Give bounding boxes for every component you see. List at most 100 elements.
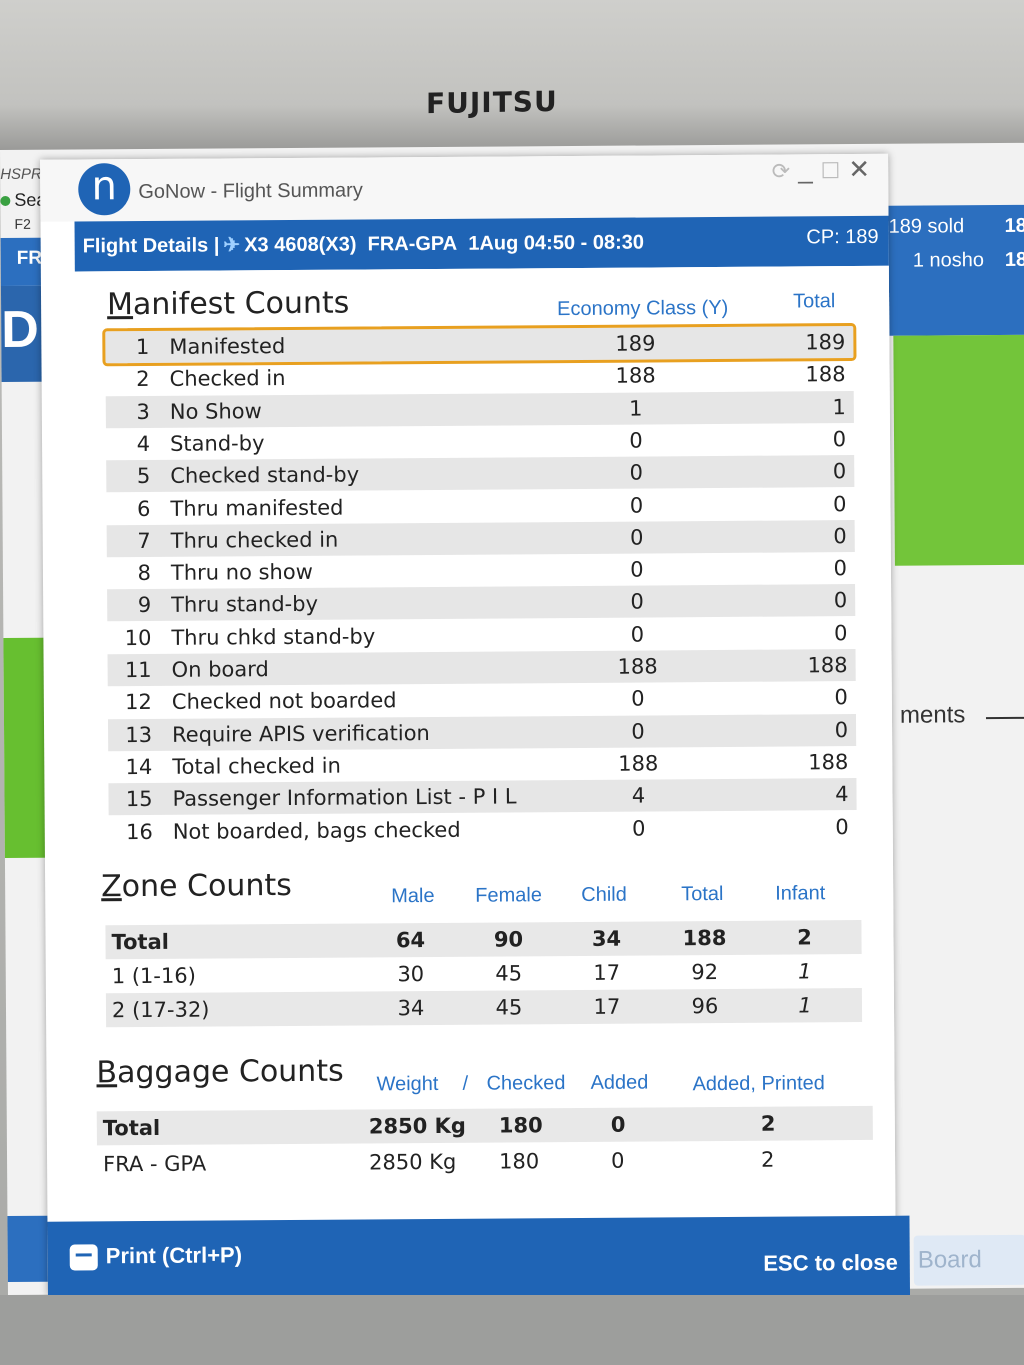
zone-child: 34 bbox=[591, 926, 622, 951]
row-label: Require APIS verification bbox=[172, 720, 430, 747]
manifest-row[interactable]: 7 Thru checked in 0 0 bbox=[106, 519, 855, 558]
row-number: 15 bbox=[125, 787, 153, 812]
col-separator: / bbox=[462, 1072, 469, 1095]
row-number: 9 bbox=[137, 593, 152, 618]
total-count: 0 bbox=[832, 459, 847, 484]
total-count: 0 bbox=[834, 717, 849, 742]
refresh-icon[interactable]: ⟳ bbox=[771, 158, 799, 184]
row-label: Total checked in bbox=[172, 753, 341, 779]
flight-details-label: Flight Details | bbox=[82, 234, 220, 258]
manifest-title: Manifest Counts bbox=[106, 285, 350, 323]
manifest-row[interactable]: 4 Stand-by 0 0 bbox=[106, 423, 854, 460]
close-icon[interactable]: ✕ bbox=[848, 153, 879, 185]
row-label: Thru no show bbox=[170, 559, 313, 585]
bg-sold-count-right: 18 bbox=[1004, 214, 1024, 237]
row-number: 5 bbox=[136, 464, 151, 489]
monitor-bezel-bottom bbox=[0, 1295, 1024, 1365]
bg-section-label: ments bbox=[899, 701, 966, 729]
baggage-weight: 2850 Kg bbox=[368, 1149, 457, 1175]
total-count: 0 bbox=[835, 814, 849, 839]
baggage-added: 0 bbox=[610, 1148, 625, 1173]
economy-count: 0 bbox=[629, 525, 644, 550]
economy-count: 189 bbox=[615, 331, 656, 356]
manifest-row[interactable]: 2 Checked in 188 188 bbox=[105, 358, 853, 395]
esc-close-hint[interactable]: ESC to close bbox=[763, 1249, 898, 1276]
total-count: 188 bbox=[808, 749, 849, 775]
total-count: 188 bbox=[805, 362, 846, 387]
manifest-row[interactable]: 9 Thru stand-by 0 0 bbox=[107, 584, 856, 622]
row-label: Thru stand-by bbox=[171, 592, 319, 618]
baggage-row: FRA - GPA 2850 Kg 180 0 2 bbox=[97, 1142, 873, 1181]
flight-route: FRA-GPA bbox=[367, 232, 458, 256]
manifest-row[interactable]: 16 Not boarded, bags checked 0 0 bbox=[109, 811, 857, 848]
manifest-row[interactable]: 12 Checked not boarded 0 0 bbox=[108, 681, 856, 718]
manifest-row[interactable]: 1 Manifested 189 189 bbox=[102, 322, 857, 367]
row-label: Thru manifested bbox=[170, 495, 344, 521]
baggage-checked: 180 bbox=[498, 1149, 540, 1174]
flight-date: 1Aug bbox=[468, 232, 519, 255]
baggage-added: 0 bbox=[610, 1112, 626, 1137]
total-count: 0 bbox=[832, 426, 847, 452]
app-logo: n bbox=[78, 163, 131, 216]
economy-count: 0 bbox=[630, 557, 644, 582]
row-number: 7 bbox=[137, 528, 151, 553]
bg-noshow-count: 1 nosho bbox=[912, 249, 985, 272]
total-count: 0 bbox=[833, 620, 848, 645]
row-number: 12 bbox=[125, 690, 152, 715]
printer-icon bbox=[69, 1244, 98, 1271]
screen: HSPROD1 Search F2 FRA-G DIN 189 sold 18 … bbox=[0, 142, 1024, 1304]
economy-count: 0 bbox=[629, 460, 644, 485]
zone-title: Zone Counts bbox=[101, 867, 292, 905]
economy-count: 188 bbox=[618, 751, 659, 776]
row-label: Checked not boarded bbox=[171, 688, 397, 715]
zone-row: 1 (1-16) 30 45 17 92 1 bbox=[106, 954, 862, 993]
baggage-printed: 2 bbox=[760, 1111, 776, 1136]
bg-board-button[interactable]: Board bbox=[913, 1234, 1024, 1286]
total-count: 4 bbox=[835, 782, 849, 807]
bg-divider bbox=[985, 716, 1024, 720]
manifest-row[interactable]: 10 Thru chkd stand-by 0 0 bbox=[107, 617, 855, 654]
row-number: 6 bbox=[137, 496, 151, 521]
economy-count: 188 bbox=[615, 363, 656, 389]
baggage-leg: FRA - GPA bbox=[102, 1151, 207, 1177]
dialog-footer: Print (Ctrl+P) ESC to close bbox=[47, 1215, 911, 1304]
manifest-row[interactable]: 14 Total checked in 188 188 bbox=[108, 746, 856, 783]
row-label: Checked stand-by bbox=[170, 462, 360, 489]
col-total: Total bbox=[792, 290, 836, 313]
manifest-row[interactable]: 6 Thru manifested 0 0 bbox=[106, 488, 854, 525]
bg-sold-count: 189 sold bbox=[888, 215, 965, 238]
zone-label: Total bbox=[111, 929, 169, 955]
zone-infant: 2 bbox=[797, 925, 812, 950]
col-weight: Weight bbox=[376, 1072, 439, 1096]
row-number: 4 bbox=[136, 431, 151, 456]
zone-label: 1 (1-16) bbox=[111, 963, 196, 989]
row-label: No Show bbox=[169, 398, 262, 424]
economy-count: 0 bbox=[629, 428, 643, 453]
baggage-printed: 2 bbox=[760, 1147, 775, 1172]
manifest-row[interactable]: 11 On board 188 188 bbox=[107, 649, 856, 687]
manifest-row[interactable]: 5 Checked stand-by 0 0 bbox=[106, 455, 855, 493]
row-label: Not boarded, bags checked bbox=[172, 817, 461, 844]
col-infant: Infant bbox=[775, 882, 826, 905]
airline-logo-icon: ✈ bbox=[223, 234, 241, 257]
total-count: 0 bbox=[833, 588, 848, 613]
baggage-checked: 180 bbox=[498, 1113, 543, 1138]
total-count: 189 bbox=[805, 330, 846, 355]
bg-footer-bar bbox=[7, 1215, 48, 1282]
manifest-row[interactable]: 3 No Show 1 1 bbox=[105, 390, 854, 428]
flight-details: Flight Details | ✈ X3 4608(X3) FRA-GPA 1Au… bbox=[83, 230, 644, 259]
manifest-row[interactable]: 8 Thru no show 0 0 bbox=[107, 552, 855, 589]
zone-male: 30 bbox=[397, 962, 425, 987]
row-number: 11 bbox=[124, 657, 152, 683]
total-count: 0 bbox=[834, 685, 848, 710]
minimize-icon[interactable]: _ bbox=[798, 154, 821, 185]
manifest-row[interactable]: 15 Passenger Information List - P I L 4 4 bbox=[108, 778, 857, 816]
flight-number: X3 4608(X3) bbox=[244, 233, 357, 257]
print-button[interactable]: Print (Ctrl+P) bbox=[69, 1242, 242, 1271]
row-label: On board bbox=[171, 657, 269, 682]
total-count: 0 bbox=[833, 491, 847, 516]
zone-total: 92 bbox=[691, 960, 719, 985]
maximize-icon[interactable]: ☐ bbox=[820, 158, 849, 184]
manifest-row[interactable]: 13 Require APIS verification 0 0 bbox=[107, 713, 857, 751]
total-count: 188 bbox=[807, 653, 848, 678]
